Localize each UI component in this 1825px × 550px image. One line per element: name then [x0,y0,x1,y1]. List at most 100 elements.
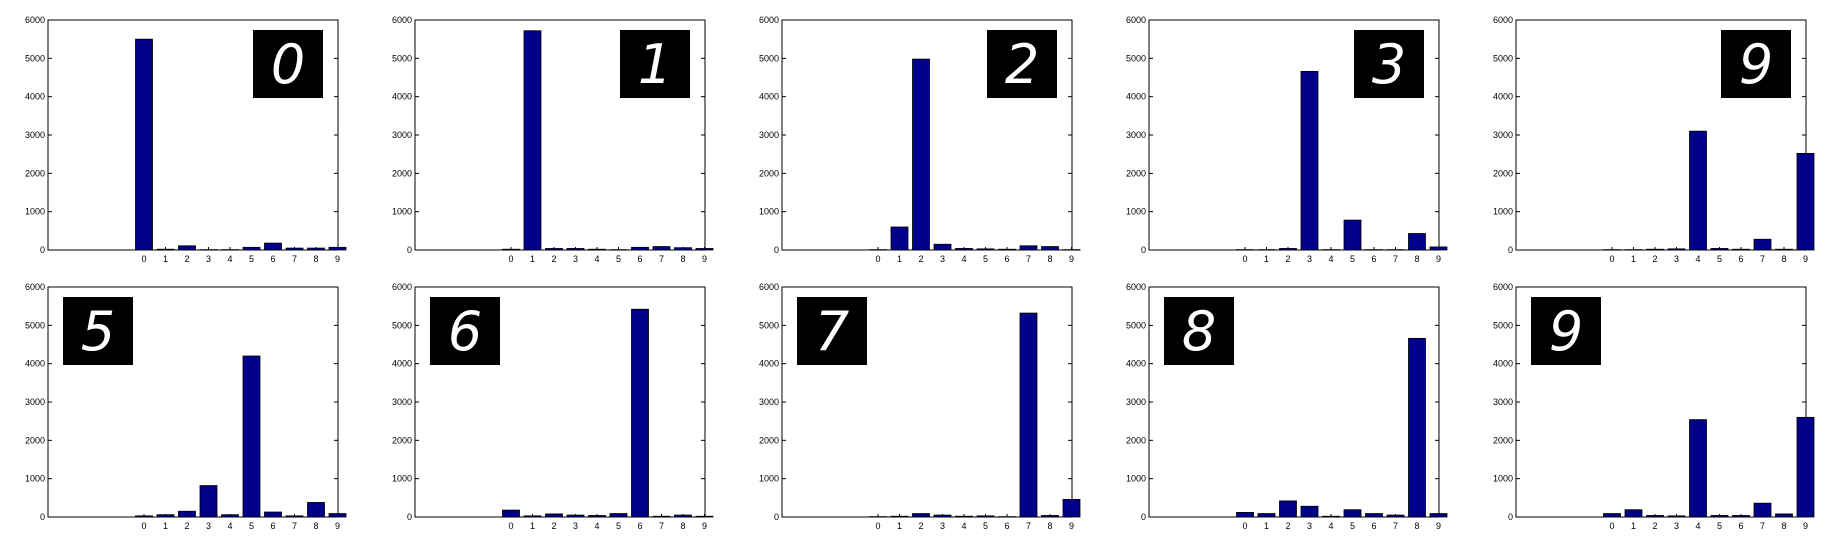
y-tick-label: 0 [1141,512,1146,522]
bar-7 [1753,238,1772,251]
x-tick-label: 1 [530,254,535,264]
x-tick-label: 3 [573,254,578,264]
bar-5 [976,248,995,251]
bar-5 [1343,509,1362,518]
inset-digit-glyph: 2 [1005,33,1039,96]
bar-5 [609,513,628,518]
x-tick-label: 6 [270,521,275,531]
x-tick-label: 7 [1026,521,1031,531]
y-tick-label: 6000 [1126,282,1146,292]
x-tick-label: 1 [163,254,168,264]
bar-7 [285,247,304,251]
y-tick-label: 1000 [1493,207,1513,217]
y-tick-label: 0 [1508,245,1513,255]
x-tick-label: 1 [1264,521,1269,531]
bar-2 [1646,248,1664,251]
bar-4 [1322,515,1340,518]
bar-5 [242,246,261,251]
bar-1 [1257,513,1276,518]
inset-digit-glyph: 0 [271,33,305,96]
y-tick-label: 6000 [1493,15,1513,25]
y-tick-label: 0 [1141,245,1146,255]
x-tick-label: 6 [1738,521,1743,531]
bar-8 [674,247,692,251]
inset-digit-image [620,30,690,98]
bar-7 [652,246,671,251]
x-tick-label: 8 [1414,521,1419,531]
bar-6 [1732,515,1750,518]
y-tick-label: 6000 [759,15,779,25]
bar-0 [869,249,887,251]
x-tick-label: 8 [1047,254,1052,264]
x-tick-label: 7 [292,254,297,264]
x-tick-label: 4 [227,521,232,531]
x-tick-label: 2 [1652,254,1657,264]
y-tick-label: 3000 [1126,130,1146,140]
y-tick-label: 4000 [25,92,45,102]
bar-9 [1429,513,1448,518]
x-tick-label: 5 [616,254,621,264]
y-tick-label: 2000 [392,435,412,445]
y-tick-label: 0 [40,245,45,255]
inset-digit-image [797,297,867,365]
bar-0 [1603,249,1621,251]
y-tick-label: 5000 [392,320,412,330]
x-tick-label: 0 [1242,254,1247,264]
bar-3 [566,514,585,518]
bar-9 [695,515,714,518]
x-tick-label: 7 [659,254,664,264]
x-tick-label: 3 [940,254,945,264]
bar-3 [1300,70,1319,251]
bar-2 [178,245,196,251]
y-tick-label: 5000 [759,320,779,330]
bar-3 [933,514,952,518]
y-tick-label: 4000 [1493,92,1513,102]
bar-0 [1603,513,1621,518]
y-tick-label: 0 [407,512,412,522]
x-tick-label: 5 [616,521,621,531]
x-tick-label: 2 [918,521,923,531]
y-tick-label: 0 [40,512,45,522]
bar-7 [1753,502,1772,518]
x-tick-label: 0 [1242,521,1247,531]
bar-4 [1689,130,1707,251]
x-tick-label: 8 [1414,254,1419,264]
x-tick-label: 3 [206,521,211,531]
bar-7 [1386,514,1405,518]
x-tick-label: 2 [1285,254,1290,264]
y-tick-label: 4000 [1493,359,1513,369]
y-tick-label: 3000 [1493,130,1513,140]
bar-6 [631,246,649,251]
inset-digit-image [430,297,500,365]
x-tick-label: 4 [1695,254,1700,264]
y-tick-label: 6000 [25,282,45,292]
y-tick-label: 5000 [1126,320,1146,330]
x-tick-label: 2 [1652,521,1657,531]
x-tick-label: 2 [551,254,556,264]
x-tick-label: 0 [508,521,513,531]
bar-8 [1775,513,1793,518]
x-tick-label: 0 [875,521,880,531]
x-tick-label: 7 [1760,521,1765,531]
y-tick-label: 1000 [392,207,412,217]
x-tick-label: 2 [551,521,556,531]
bar-1 [1624,509,1643,518]
bar-7 [652,515,671,518]
x-tick-label: 0 [875,254,880,264]
bar-6 [264,511,282,518]
x-tick-label: 4 [961,254,966,264]
inset-digit-image [63,297,133,365]
bar-3 [1667,248,1686,251]
bar-1 [523,515,542,518]
bar-5 [1710,248,1729,251]
bar-2 [1279,248,1297,251]
inset-digit-image [1354,30,1424,98]
x-tick-label: 8 [313,521,318,531]
x-tick-label: 3 [573,521,578,531]
bar-3 [933,243,952,251]
x-tick-label: 9 [1803,521,1808,531]
y-tick-label: 4000 [759,92,779,102]
x-tick-label: 0 [141,254,146,264]
bar-4 [955,515,973,518]
bar-0 [135,515,153,518]
